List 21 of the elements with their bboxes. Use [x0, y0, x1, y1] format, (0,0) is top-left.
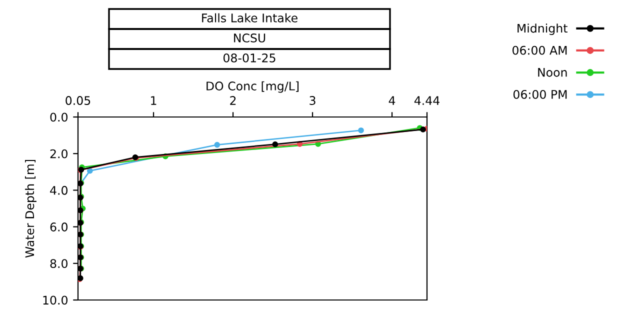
- y-axis-title: Water Depth [m]: [25, 160, 36, 258]
- x-tick-label: 3: [310, 96, 316, 105]
- y-tick-label: 10.0: [43, 296, 68, 305]
- x-axis-title: DO Conc [mg/L]: [206, 81, 299, 93]
- y-tick-label: 0.0: [50, 112, 68, 122]
- legend-label: 06:00 AM: [512, 46, 567, 55]
- x-tick-label: 2: [230, 96, 236, 105]
- chart-subtitle: NCSU: [234, 33, 266, 42]
- y-tick-label: 6.0: [50, 222, 68, 232]
- x-tick-label: 1: [151, 96, 156, 105]
- x-tick-label: 4.44: [414, 96, 440, 105]
- chart-title: Falls Lake Intake: [202, 13, 298, 22]
- y-tick-label: 2.0: [50, 149, 68, 158]
- y-tick-label: 8.0: [50, 259, 68, 268]
- x-tick-label: 0.05: [66, 96, 90, 105]
- legend-label: Midnight: [518, 24, 568, 36]
- legend-label: 06:00 PM: [513, 90, 567, 99]
- text: 08-01-25: [223, 53, 276, 62]
- y-tick-label: 4.0: [50, 186, 68, 195]
- legend-label: Noon: [538, 68, 567, 77]
- x-tick-label: 4: [388, 96, 396, 105]
